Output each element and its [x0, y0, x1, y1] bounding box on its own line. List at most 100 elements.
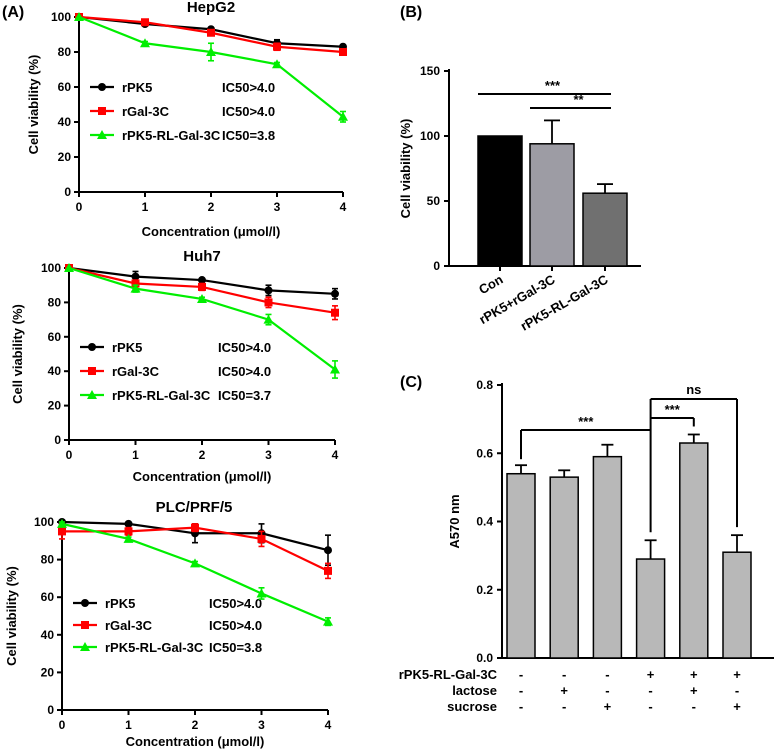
- data-point-rpk5-rl-gal3c: [256, 588, 267, 598]
- legend-ic50-rgal3c: IC50>4.0: [222, 104, 275, 119]
- bar-condition-6: [722, 551, 752, 659]
- significance-label: ns: [686, 382, 701, 397]
- data-point-rgal3c: [324, 566, 332, 575]
- condition-sign: -: [648, 683, 652, 698]
- condition-sign: +: [733, 699, 741, 714]
- x-tick-label: 4: [325, 718, 332, 732]
- data-point-rpk5-rl-gal3c: [130, 283, 141, 293]
- data-point-rgal3c: [273, 42, 281, 51]
- data-point-rgal3c: [257, 534, 266, 543]
- y-axis-label: Cell viability (%): [398, 119, 413, 219]
- condition-sign: -: [562, 667, 566, 682]
- legend-label-rgal3c: rGal-3C: [105, 618, 153, 633]
- x-tick-label: 2: [208, 200, 215, 214]
- y-tick-label: 150: [420, 64, 440, 78]
- x-tick-label: 1: [125, 718, 132, 732]
- condition-sign: -: [519, 667, 523, 682]
- bar-condition-4: [635, 558, 666, 659]
- y-tick-label: 20: [58, 150, 72, 164]
- condition-sign: +: [690, 683, 698, 698]
- x-tick-label: 2: [199, 448, 206, 462]
- y-tick-label: 0.4: [476, 515, 493, 529]
- panel-label-c: (C): [400, 374, 422, 391]
- legend-marker-rpk5: [88, 343, 96, 351]
- panel-label-b: (B): [400, 4, 422, 21]
- chart-title: HepG2: [187, 0, 235, 16]
- significance-label: ***: [545, 78, 561, 93]
- condition-sign: -: [648, 699, 652, 714]
- condition-sign: -: [605, 667, 609, 682]
- bar-con: [477, 135, 523, 267]
- data-point-rgal3c: [141, 18, 149, 27]
- x-tick-label: 1: [132, 448, 139, 462]
- legend-label-rpk5: rPK5: [105, 596, 135, 611]
- data-point-rpk5-rl-gal3c: [74, 12, 84, 21]
- condition-sign: +: [604, 699, 612, 714]
- line-chart-3: PLC/PRF/5 0 20 40 60 80 100 0 1 2 3 4 Concentration …: [4, 499, 333, 749]
- y-axis-label: Cell viability (%): [26, 55, 41, 155]
- data-point-rgal3c: [339, 48, 347, 56]
- legend-ic50-rgal3c: IC50>4.0: [218, 364, 271, 379]
- bar-condition-3: [592, 455, 623, 659]
- data-point-rpk5-rl-gal3c: [57, 518, 67, 528]
- legend-label-rpk5: rPK5: [122, 80, 152, 95]
- data-point-rpk5: [331, 289, 339, 298]
- bar-condition-1: [506, 472, 536, 659]
- chart-title: Huh7: [183, 248, 221, 265]
- legend-marker-rpk5-rl-gal3c: [87, 390, 97, 399]
- condition-row-label-1: rPK5-RL-Gal-3C: [399, 667, 498, 682]
- data-point-rgal3c: [191, 523, 199, 532]
- x-axis-label: Concentration (μmol/l): [126, 734, 265, 749]
- legend-ic50-rpk5-rl-gal3c: IC50=3.8: [222, 128, 275, 143]
- legend-marker-rpk5-rl-gal3c: [80, 642, 90, 651]
- legend-marker-rgal3c: [88, 367, 96, 375]
- data-point-rgal3c: [207, 28, 215, 37]
- data-point-rgal3c: [264, 298, 273, 307]
- data-point-rgal3c: [124, 527, 133, 536]
- condition-row-label-2: lactose: [452, 683, 497, 698]
- y-tick-label: 40: [48, 364, 62, 378]
- x-tick-label: 4: [332, 448, 339, 462]
- chart-title: PLC/PRF/5: [156, 499, 233, 516]
- y-tick-label: 80: [41, 553, 55, 567]
- legend-marker-rpk5: [81, 599, 89, 607]
- legend-ic50-rpk5-rl-gal3c: IC50=3.7: [218, 388, 271, 403]
- data-point-rpk5-rl-gal3c: [197, 293, 207, 303]
- condition-sign: +: [733, 667, 741, 682]
- x-tick-label-rpk5-rl-gal3c: rPK5-RL-Gal-3C: [518, 271, 611, 333]
- bar-condition-2: [549, 476, 579, 659]
- y-tick-label: 40: [58, 115, 72, 129]
- data-point-rgal3c: [331, 308, 339, 317]
- x-tick-label: 3: [258, 718, 265, 732]
- x-tick-label-con: Con: [476, 272, 505, 298]
- legend-label-rgal3c: rGal-3C: [112, 364, 160, 379]
- condition-sign: -: [735, 683, 739, 698]
- x-tick-label: 0: [59, 718, 66, 732]
- significance-label: ***: [665, 402, 681, 417]
- condition-sign: -: [562, 699, 566, 714]
- legend-label-rgal3c: rGal-3C: [122, 104, 170, 119]
- data-point-rpk5-rl-gal3c: [263, 314, 274, 324]
- y-tick-label: 100: [34, 515, 54, 529]
- y-tick-label: 80: [58, 45, 72, 59]
- legend-ic50-rpk5: IC50>4.0: [222, 80, 275, 95]
- data-point-rgal3c: [58, 527, 66, 536]
- x-axis-label: Concentration (μmol/l): [133, 469, 272, 484]
- y-tick-label: 40: [41, 628, 55, 642]
- significance-label: ***: [578, 414, 594, 429]
- legend-label-rpk5-rl-gal3c: rPK5-RL-Gal-3C: [112, 388, 211, 403]
- legend-ic50-rpk5: IC50>4.0: [218, 340, 271, 355]
- data-point-rpk5: [131, 272, 140, 281]
- legend-label-rpk5-rl-gal3c: rPK5-RL-Gal-3C: [122, 128, 221, 143]
- legend-marker-rpk5: [98, 83, 106, 91]
- x-tick-label: 3: [265, 448, 272, 462]
- y-tick-label: 0.0: [476, 651, 493, 665]
- y-tick-label: 20: [41, 665, 55, 679]
- data-point-rpk5-rl-gal3c: [330, 364, 340, 374]
- y-tick-label: 60: [58, 80, 72, 94]
- data-point-rpk5-rl-gal3c: [123, 533, 134, 543]
- data-point-rgal3c: [131, 279, 140, 288]
